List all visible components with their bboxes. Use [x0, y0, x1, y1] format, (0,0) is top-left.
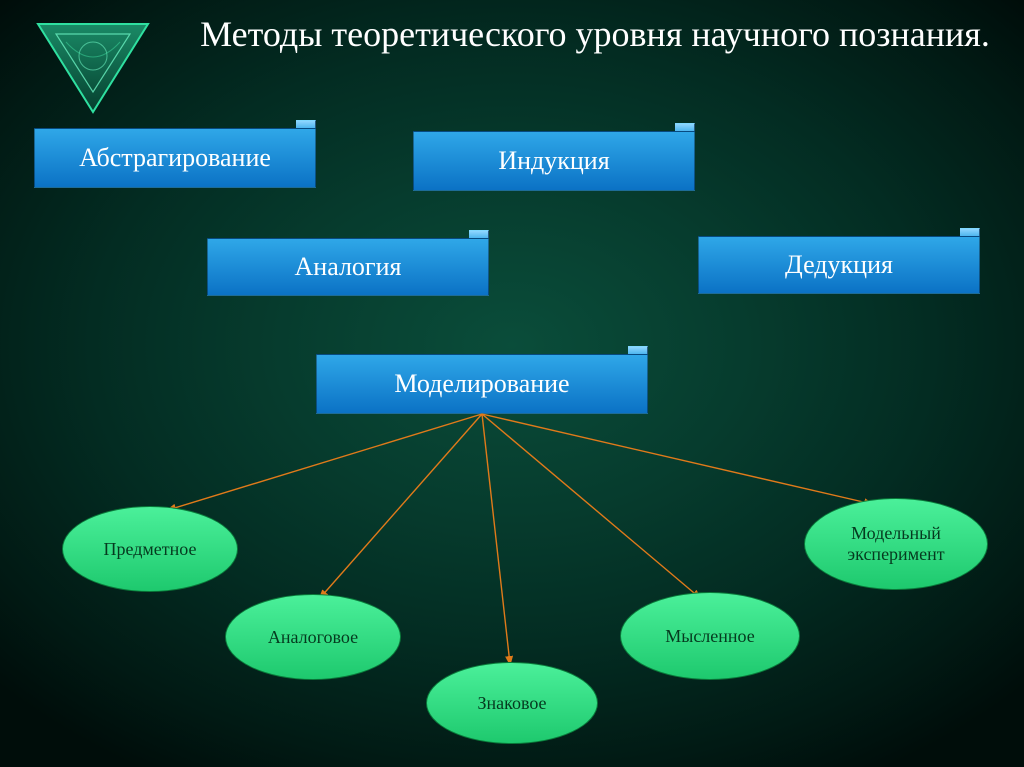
- method-box-modeling: Моделирование: [316, 346, 648, 414]
- method-box-deduction: Дедукция: [698, 228, 980, 294]
- method-box-label: Дедукция: [698, 236, 980, 294]
- method-box-label: Индукция: [413, 131, 695, 191]
- method-box-label: Аналогия: [207, 238, 489, 296]
- ellipse-analog: Аналоговое: [225, 594, 401, 680]
- ellipse-mental: Мысленное: [620, 592, 800, 680]
- method-box-label: Моделирование: [316, 354, 648, 414]
- ellipse-sign: Знаковое: [426, 662, 598, 744]
- corner-ornament-icon: [18, 12, 168, 132]
- ellipse-model-exp: Модельный эксперимент: [804, 498, 988, 590]
- method-box-label: Абстрагирование: [34, 128, 316, 188]
- method-box-abstracting: Абстрагирование: [34, 120, 316, 188]
- method-box-analogy: Аналогия: [207, 230, 489, 296]
- ellipse-subject: Предметное: [62, 506, 238, 592]
- method-box-induction: Индукция: [413, 123, 695, 191]
- page-title: Методы теоретического уровня научного по…: [195, 12, 995, 57]
